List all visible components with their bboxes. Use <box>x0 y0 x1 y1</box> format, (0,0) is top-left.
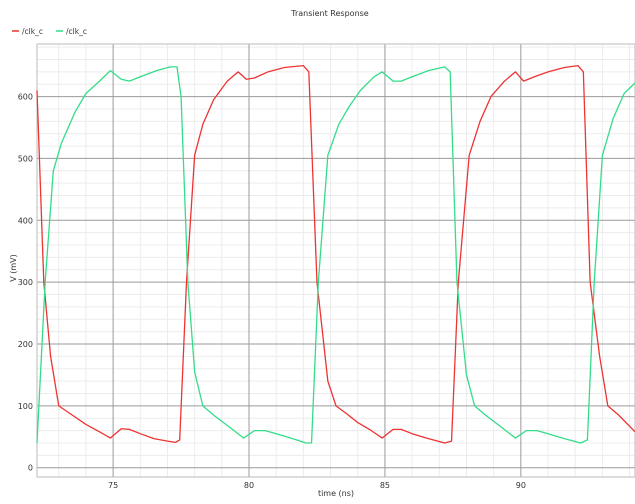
legend-label-1: /clk_c <box>22 27 43 36</box>
legend-label-2: /clk_c <box>66 27 87 36</box>
y-tick-label: 600 <box>18 93 33 102</box>
x-tick-label: 90 <box>516 481 526 490</box>
minor-gridlines <box>37 44 635 477</box>
series-line-2 <box>36 66 635 444</box>
series-layer <box>36 65 635 444</box>
y-tick-label: 0 <box>28 464 33 473</box>
x-tick-label: 80 <box>244 481 254 490</box>
series-line-1 <box>36 65 635 444</box>
y-tick-label: 300 <box>18 278 33 287</box>
y-axis-label: V (mV) <box>9 254 18 282</box>
legend: /clk_c/clk_c <box>12 27 87 36</box>
y-tick-label: 400 <box>18 216 33 225</box>
x-axis-tick-labels: 75 80 85 90 <box>108 481 526 490</box>
x-axis-label: time (ns) <box>318 489 354 498</box>
y-tick-label: 200 <box>18 340 33 349</box>
x-tick-label: 85 <box>380 481 390 490</box>
x-tick-label: 75 <box>108 481 118 490</box>
plot-frame <box>36 43 635 478</box>
y-tick-label: 100 <box>18 402 33 411</box>
y-tick-label: 500 <box>18 154 33 163</box>
chart-title: Transient Response <box>290 9 369 18</box>
major-gridlines <box>37 44 635 477</box>
y-axis-tick-labels: 0 100 200 300 400 500 600 <box>18 93 33 473</box>
